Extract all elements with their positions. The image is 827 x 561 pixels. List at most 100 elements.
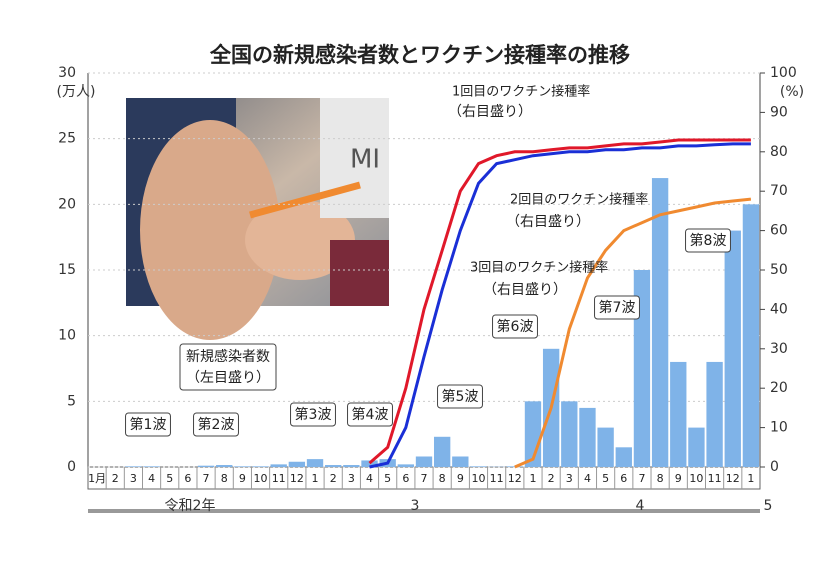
bar <box>561 401 577 467</box>
y2-tick-label: 100 <box>770 65 797 81</box>
y2-tick-label: 90 <box>770 104 788 120</box>
bar <box>597 428 613 467</box>
annotation: 第4波 <box>352 406 389 423</box>
bar <box>743 204 759 467</box>
annotation: （右目盛り） <box>506 214 590 230</box>
era-label: 4 <box>636 498 645 514</box>
bar <box>289 462 305 467</box>
x-tick-label: 3 <box>348 472 355 485</box>
y2-tick-label: 10 <box>770 420 788 436</box>
bar <box>652 178 668 467</box>
bar <box>125 466 141 467</box>
x-tick-label: 1 <box>529 472 536 485</box>
x-tick-label: 2 <box>330 472 337 485</box>
x-tick-label: 10 <box>471 472 485 485</box>
y2-tick-label: 20 <box>770 380 788 396</box>
x-tick-label: 4 <box>366 472 373 485</box>
x-tick-label: 5 <box>602 472 609 485</box>
x-tick-label: 6 <box>620 472 627 485</box>
annotation: 第3波 <box>295 406 332 423</box>
series-label: 2回目のワクチン接種率 <box>510 192 648 208</box>
x-tick-label: 7 <box>421 472 428 485</box>
annotation: 第2波 <box>198 416 235 433</box>
x-tick-label: 1月 <box>88 472 106 485</box>
x-tick-label: 3 <box>566 472 573 485</box>
x-tick-label: 11 <box>272 472 286 485</box>
x-tick-label: 5 <box>384 472 391 485</box>
y-tick-label: 30 <box>58 65 76 81</box>
bar <box>434 437 450 467</box>
x-tick-label: 7 <box>203 472 210 485</box>
y2-tick-label: 40 <box>770 301 788 317</box>
bar <box>234 466 250 467</box>
bar <box>325 465 341 467</box>
y-unit: (万人) <box>57 84 96 100</box>
bar <box>688 428 704 467</box>
y-tick-label: 15 <box>58 262 76 278</box>
y-tick-label: 25 <box>58 131 76 147</box>
y2-tick-label: 80 <box>770 144 788 160</box>
bar <box>252 466 268 467</box>
bar <box>452 456 468 467</box>
annotation: 第8波 <box>690 232 727 249</box>
annotation: 第1波 <box>130 416 167 433</box>
bar <box>198 466 214 467</box>
svg-text:MI: MI <box>350 145 380 175</box>
x-tick-label: 12 <box>726 472 740 485</box>
y2-unit: (%) <box>780 84 804 100</box>
bar <box>216 465 232 467</box>
annotation: （左目盛り） <box>186 370 270 386</box>
series-label: 3回目のワクチン接種率 <box>470 260 608 276</box>
y2-tick-label: 60 <box>770 223 788 239</box>
annotation: 新規感染者数 <box>186 348 270 365</box>
bar <box>579 408 595 467</box>
x-tick-label: 5 <box>166 472 173 485</box>
y-tick-label: 0 <box>67 459 76 475</box>
annotation: 第5波 <box>442 388 479 405</box>
x-tick-label: 10 <box>689 472 703 485</box>
bar <box>706 362 722 467</box>
x-tick-label: 9 <box>239 472 246 485</box>
x-tick-label: 2 <box>112 472 119 485</box>
y-tick-label: 5 <box>67 393 76 409</box>
chart-title: 全国の新規感染者数とワクチン接種率の推移 <box>209 43 630 67</box>
y2-tick-label: 0 <box>770 459 779 475</box>
x-tick-label: 11 <box>490 472 504 485</box>
x-tick-label: 2 <box>548 472 555 485</box>
bar <box>343 465 359 467</box>
x-tick-label: 3 <box>130 472 137 485</box>
annotation: 第6波 <box>497 318 534 335</box>
era-label: 3 <box>411 498 420 514</box>
x-tick-label: 8 <box>439 472 446 485</box>
photo: MI <box>126 98 389 340</box>
bar <box>271 464 287 467</box>
y2-tick-label: 30 <box>770 341 788 357</box>
bar <box>725 231 741 467</box>
bar <box>470 466 486 467</box>
annotation: （右目盛り） <box>448 104 532 120</box>
x-tick-label: 6 <box>402 472 409 485</box>
series-label: 1回目のワクチン接種率 <box>452 84 590 100</box>
x-tick-label: 8 <box>657 472 664 485</box>
bar <box>398 464 414 467</box>
bar <box>670 362 686 467</box>
bar <box>416 456 432 467</box>
bar <box>307 459 323 467</box>
bar <box>143 466 159 467</box>
y-tick-label: 20 <box>58 196 76 212</box>
annotation: （右目盛り） <box>483 282 567 298</box>
x-tick-label: 12 <box>508 472 522 485</box>
x-tick-label: 11 <box>708 472 722 485</box>
x-tick-label: 4 <box>584 472 591 485</box>
era-label: 5 <box>764 498 773 514</box>
era-label: 令和2年 <box>165 498 216 514</box>
x-tick-label: 12 <box>290 472 304 485</box>
bar <box>616 447 632 467</box>
x-tick-label: 4 <box>148 472 155 485</box>
x-tick-label: 9 <box>457 472 464 485</box>
x-tick-label: 8 <box>221 472 228 485</box>
y-tick-label: 10 <box>58 328 76 344</box>
y2-tick-label: 50 <box>770 262 788 278</box>
x-tick-label: 1 <box>312 472 319 485</box>
